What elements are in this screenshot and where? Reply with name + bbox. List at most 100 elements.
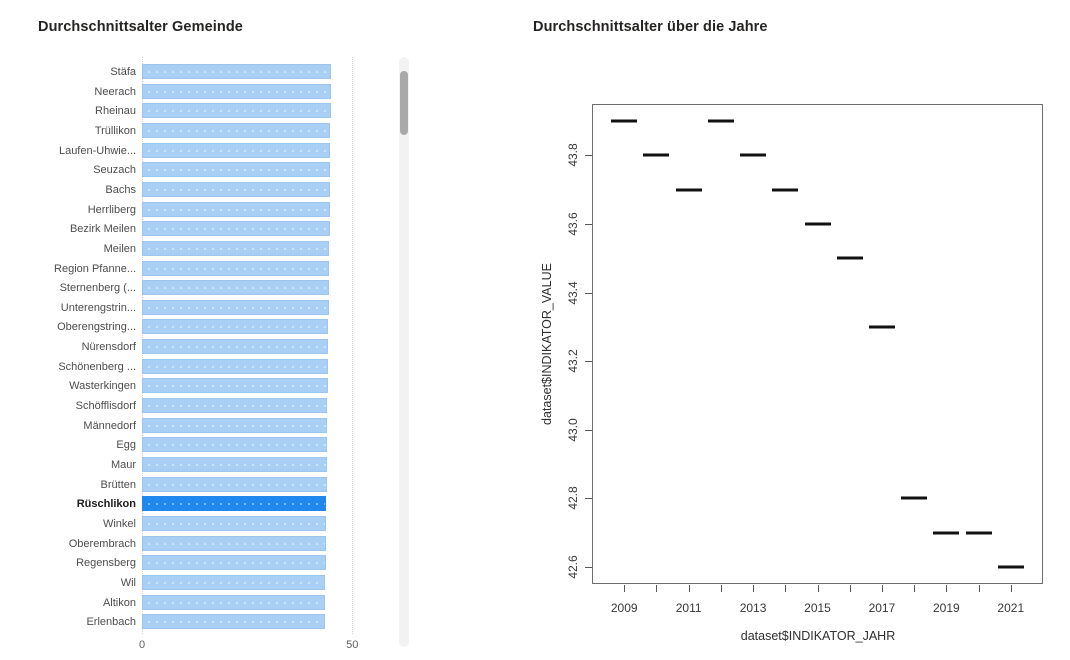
data-point-dash [740, 153, 767, 157]
bar[interactable] [142, 181, 330, 197]
bar-row: Wasterkingen [0, 378, 412, 394]
bar[interactable] [142, 64, 332, 79]
bar-row: Oberengstring... [0, 319, 412, 335]
bar[interactable] [142, 103, 331, 119]
bar[interactable] [142, 437, 328, 453]
x-tick [656, 585, 658, 592]
category-label: Männedorf [83, 419, 136, 432]
y-tick-label: 43.4 [566, 280, 580, 305]
x-tick [720, 585, 722, 592]
x-tick-label: 2019 [932, 601, 960, 615]
category-label: Wil [120, 576, 136, 589]
bar-row: Egg [0, 437, 412, 453]
bar[interactable] [142, 515, 327, 531]
bar[interactable] [142, 594, 326, 610]
bar-row: Stäfa [0, 64, 412, 79]
bar-row: Neerach [0, 83, 412, 99]
bar[interactable] [142, 398, 328, 414]
x-tick-label: 2017 [868, 601, 896, 615]
bar[interactable] [142, 83, 331, 99]
bar-row: Rüschlikon [0, 496, 412, 512]
bar[interactable] [142, 378, 328, 394]
x-tick [753, 585, 755, 592]
bar-row: Seuzach [0, 162, 412, 178]
y-tick [585, 155, 592, 157]
bar-chart-title: Durchschnittsalter Gemeinde [38, 19, 243, 35]
bar-row: Erlenbach [0, 614, 412, 630]
bar-row: Meilen [0, 240, 412, 256]
data-point-dash [901, 496, 928, 500]
category-label: Bezirk Meilen [69, 223, 136, 236]
bar-row: Bachs [0, 181, 412, 197]
category-label: Regensberg [76, 557, 136, 570]
bar-row: Rheinau [0, 103, 412, 119]
category-label: Oberembrach [68, 537, 136, 550]
bar[interactable] [142, 417, 328, 433]
bar-row: Winkel [0, 515, 412, 531]
x-tick [785, 585, 787, 592]
bar-row: Nürensdorf [0, 339, 412, 355]
bar[interactable] [142, 201, 330, 217]
data-point-dash [772, 188, 799, 192]
x-tick [946, 585, 948, 592]
scrollbar-thumb[interactable] [400, 71, 408, 135]
bar[interactable] [142, 476, 327, 492]
category-label: Nürensdorf [81, 341, 136, 354]
data-point-dash [965, 531, 992, 535]
y-axis-title: dataset$INDIKATOR_VALUE [540, 263, 554, 425]
bar[interactable] [142, 122, 331, 138]
category-label: Egg [116, 439, 136, 452]
bar[interactable] [142, 162, 330, 178]
y-tick [585, 292, 592, 294]
category-label: Unterengstrin... [60, 301, 136, 314]
bar-row: Wil [0, 574, 412, 590]
category-label: Winkel [102, 517, 136, 530]
x-tick [881, 585, 883, 592]
bar[interactable] [142, 358, 328, 374]
y-tick-label: 43.2 [566, 349, 580, 373]
bar[interactable] [142, 240, 330, 256]
x-tick [914, 585, 916, 592]
x-tick-label: 2013 [739, 601, 767, 615]
category-label: Schöfflisdorf [75, 400, 136, 413]
bar-row: Altikon [0, 594, 412, 610]
y-tick-label: 43.6 [566, 212, 580, 236]
bar[interactable] [142, 614, 325, 630]
data-point-dash [675, 188, 702, 192]
bar[interactable] [142, 280, 329, 296]
data-point-dash [933, 531, 960, 535]
bar-row: Sternenberg (... [0, 280, 412, 296]
bar-row: Oberembrach [0, 535, 412, 551]
bar[interactable] [142, 319, 329, 335]
bar[interactable] [142, 535, 326, 551]
bar-chart-x-tick-label: 50 [346, 639, 359, 651]
category-label: Oberengstring... [57, 321, 136, 334]
data-point-dash [997, 565, 1024, 569]
scrollbar-track[interactable] [399, 57, 409, 647]
y-tick-label: 42.6 [566, 555, 580, 579]
x-tick [1010, 585, 1012, 592]
data-point-dash [707, 119, 734, 123]
bar-row: Laufen-Uhwie... [0, 142, 412, 158]
bar[interactable] [142, 299, 329, 315]
bar[interactable] [142, 457, 328, 472]
category-label: Meilen [103, 242, 136, 255]
bar[interactable] [142, 221, 330, 237]
bar[interactable] [142, 339, 329, 355]
scatter-chart-title: Durchschnittsalter über die Jahre [533, 19, 768, 35]
bar[interactable] [142, 260, 330, 276]
y-tick [585, 361, 592, 363]
bar[interactable] [142, 555, 326, 571]
bar[interactable] [142, 142, 331, 158]
bar-row: Maur [0, 457, 412, 472]
bar-chart-gridline [352, 57, 354, 634]
bar[interactable] [142, 574, 326, 590]
category-label: Erlenbach [86, 616, 136, 629]
category-label: Maur [110, 459, 136, 471]
x-tick-label: 2015 [804, 601, 831, 615]
bar-row: Männedorf [0, 417, 412, 433]
bar-highlighted[interactable] [142, 496, 327, 512]
data-point-dash [804, 222, 831, 226]
data-point-dash [868, 325, 895, 329]
